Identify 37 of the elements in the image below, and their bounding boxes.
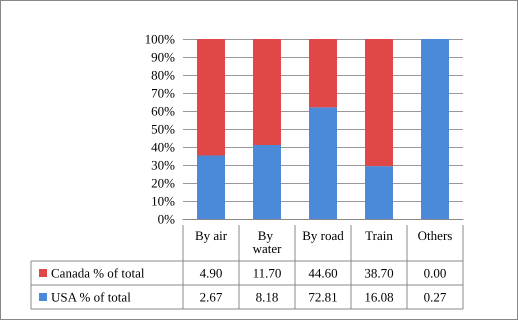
text: 16.08 — [364, 290, 394, 304]
text: 11.70 — [252, 266, 282, 280]
text: 72.81 — [308, 290, 338, 304]
y-tick-label: 60% — [151, 104, 176, 118]
legend-label: Canada % of total — [51, 266, 145, 280]
text: 4.90 — [200, 266, 222, 280]
text: 38.70 — [364, 266, 394, 280]
bar — [421, 39, 449, 219]
y-tick-label: 30% — [151, 158, 176, 172]
x-tick-label: By air — [194, 228, 228, 243]
bar — [197, 155, 225, 219]
y-tick-label: 90% — [151, 50, 176, 64]
text: 0.00 — [424, 266, 446, 280]
y-tick-label: 10% — [151, 194, 176, 208]
x-tick-label: Others — [418, 228, 452, 243]
bar — [309, 39, 337, 108]
y-tick-label: 80% — [151, 68, 176, 82]
text: 8.18 — [256, 290, 278, 304]
y-tick-label: 70% — [151, 86, 176, 100]
y-tick-label: 50% — [151, 122, 176, 136]
bar — [253, 39, 281, 146]
text: 2.67 — [200, 290, 223, 304]
bar — [253, 145, 281, 219]
bar — [365, 39, 393, 166]
legend-label: USA % of total — [51, 290, 132, 304]
y-tick-label: 100% — [144, 32, 176, 46]
bar — [365, 166, 393, 219]
bar — [309, 107, 337, 219]
x-tick-label: By road — [302, 228, 344, 243]
y-tick-label: 40% — [151, 140, 176, 154]
y-tick-label: 20% — [151, 176, 176, 190]
x-tick-label: Train — [365, 228, 394, 243]
text: 0.27 — [424, 290, 447, 304]
y-tick-label: 0% — [158, 212, 176, 226]
bar — [197, 39, 225, 156]
text: 44.60 — [308, 266, 338, 280]
x-tick-label: By water — [252, 228, 282, 256]
